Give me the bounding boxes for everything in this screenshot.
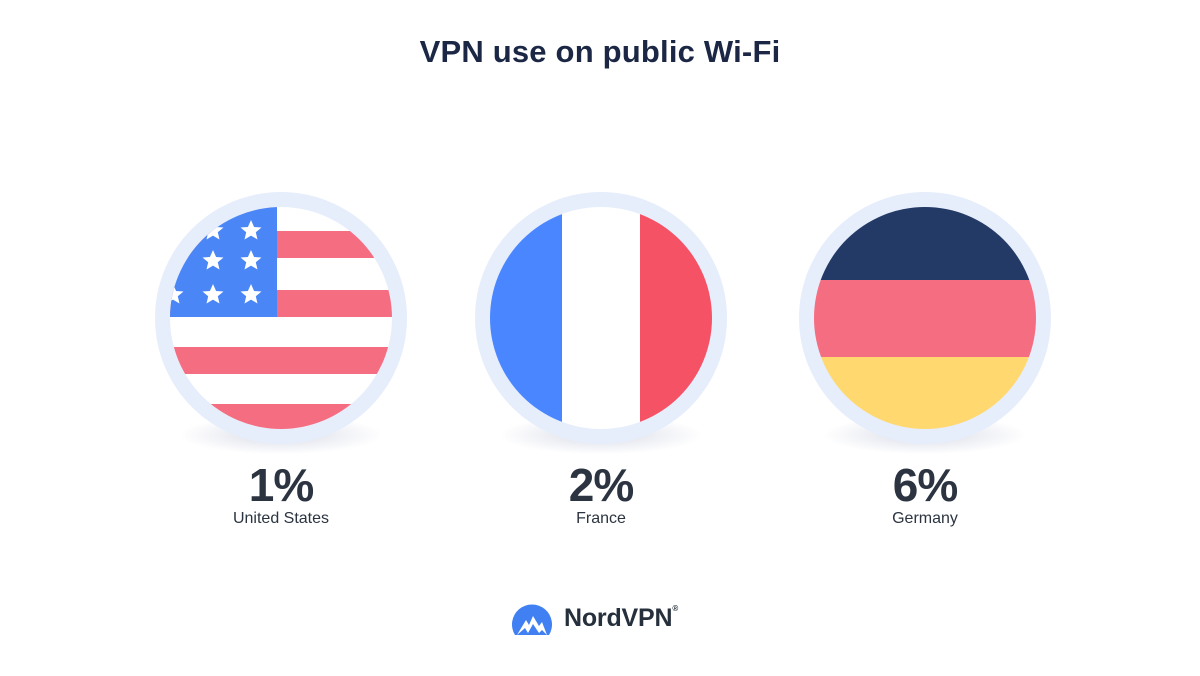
germany-flag-icon	[799, 192, 1051, 444]
brand-name: NordVPN	[564, 603, 673, 632]
stat-card-germany: 6% Germany	[797, 190, 1053, 535]
germany-flag-badge	[797, 190, 1053, 454]
registered-mark: ®	[672, 603, 679, 613]
page-title: VPN use on public Wi-Fi	[419, 34, 781, 69]
france-flag-badge	[473, 190, 729, 454]
stat-percent: 6%	[892, 459, 958, 511]
stat-country-label: Germany	[892, 510, 958, 527]
us-flag-badge	[153, 190, 409, 454]
nordvpn-mountain-logo-icon	[512, 604, 552, 635]
stat-country-label: United States	[232, 510, 330, 527]
stat-card-united-states: 1% United States	[153, 190, 409, 535]
stat-percent: 1%	[248, 459, 314, 511]
us-flag-icon	[155, 192, 407, 444]
stat-country-label: France	[576, 510, 626, 527]
stat-card-france: 2% France	[473, 190, 729, 535]
stat-percent: 2%	[568, 459, 634, 511]
france-flag-icon	[475, 192, 727, 444]
brand-logo-lockup: NordVPN ®	[508, 598, 678, 638]
